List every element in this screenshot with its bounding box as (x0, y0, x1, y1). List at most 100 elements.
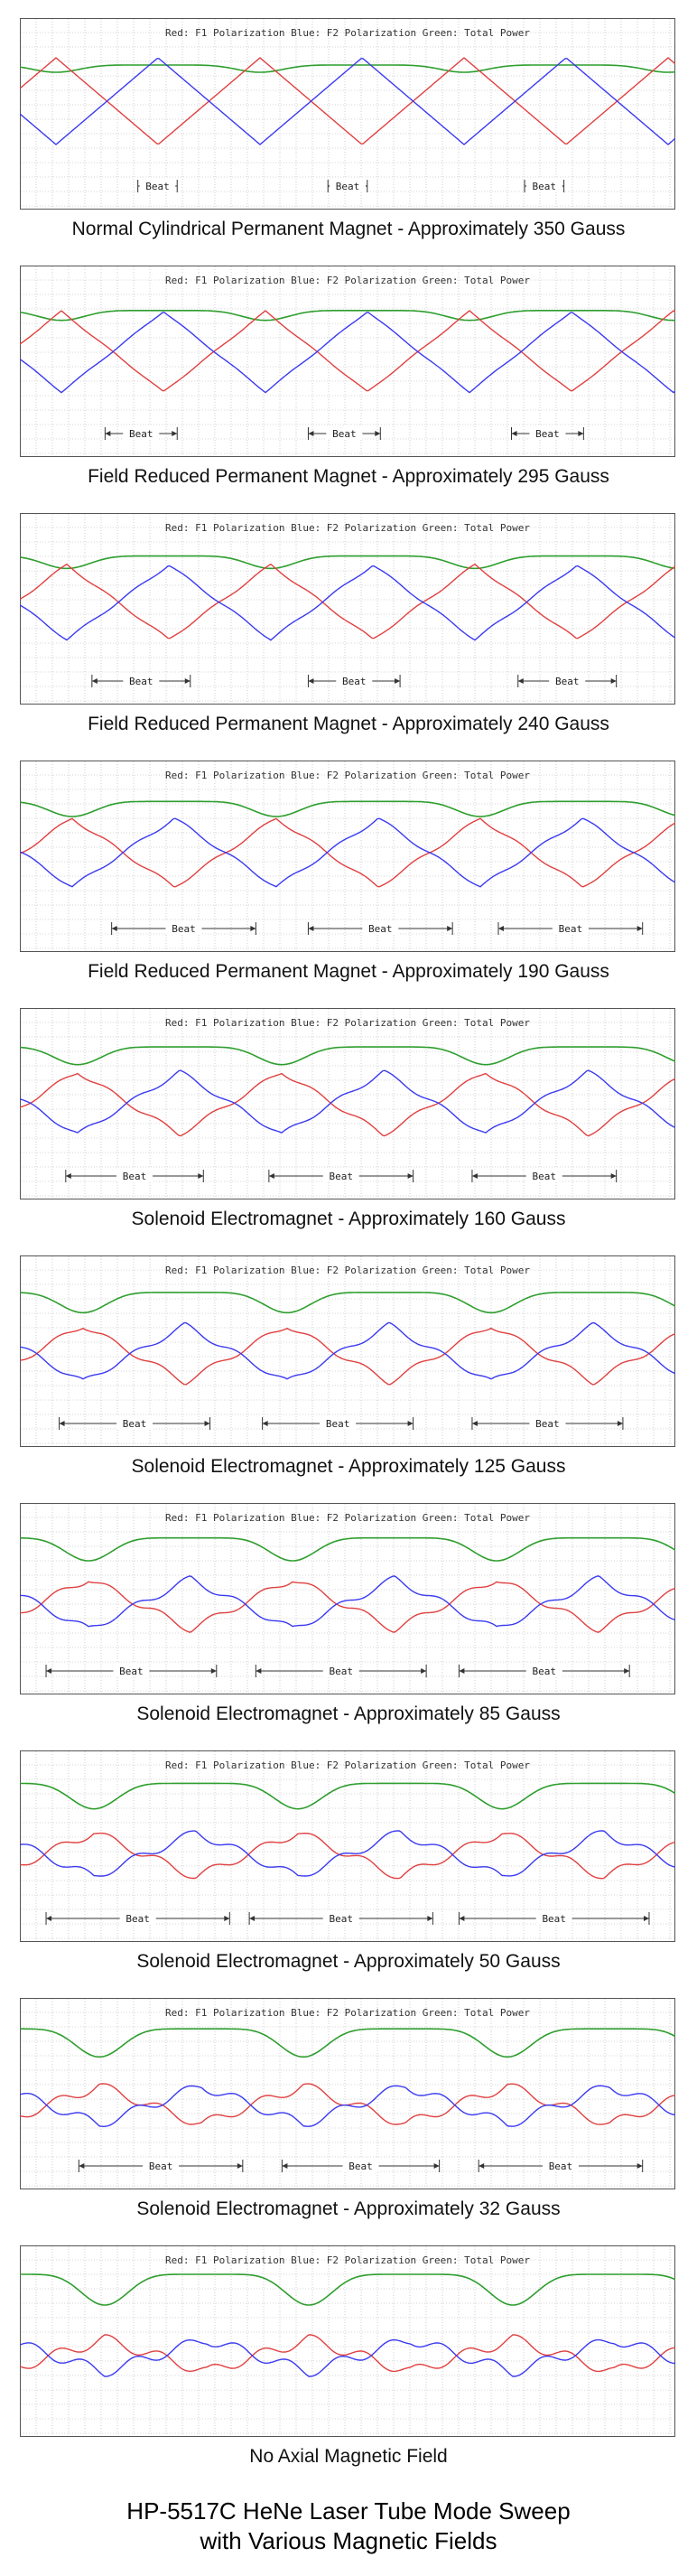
series-f2-line (20, 817, 675, 888)
series-total-power-line (20, 2028, 675, 2058)
plot-frame (20, 266, 675, 457)
beat-label: Beat (329, 1666, 353, 1677)
beat-marker: Beat (137, 179, 178, 192)
series-f2-line (20, 1830, 675, 1877)
beat-marker: Beat (248, 1911, 433, 1925)
beat-marker: Beat (307, 426, 381, 440)
beat-marker: Beat (471, 1169, 618, 1182)
series-f2-line (20, 312, 675, 394)
grid (21, 1999, 674, 2189)
plot-frame (20, 1255, 675, 1447)
beat-marker: Beat (45, 1664, 218, 1677)
beat-marker: Beat (262, 1416, 414, 1430)
plot-frame (20, 1008, 675, 1199)
series-f2-line (20, 1575, 675, 1628)
series-total-power-line (20, 555, 675, 570)
beat-marker: Beat (307, 674, 401, 687)
beat-marker: Beat (458, 1664, 630, 1677)
beat-label: Beat (336, 181, 360, 192)
beat-marker: Beat (307, 921, 453, 935)
panel-caption: Solenoid Electromagnet - Approximately 1… (131, 1209, 566, 1229)
legend-text: Red: F1 Polarization Blue: F2 Polarizati… (165, 27, 530, 39)
series-f2-line (20, 1321, 675, 1380)
beat-marker: Beat (511, 426, 584, 440)
beat-marker: Beat (78, 2159, 244, 2172)
plot-frame (20, 761, 675, 952)
beat-marker: Beat (281, 2159, 441, 2172)
beat-label: Beat (332, 428, 357, 440)
plot-frame (20, 2245, 675, 2437)
plot-area: Red: F1 Polarization Blue: F2 Polarizati… (20, 1750, 675, 1942)
beat-label: Beat (542, 1913, 566, 1925)
panel-caption: Solenoid Electromagnet - Approximately 8… (136, 1703, 561, 1724)
beat-label: Beat (549, 2161, 573, 2172)
beat-label: Beat (123, 1171, 147, 1182)
series-f1-line (20, 57, 675, 145)
legend-text: Red: F1 Polarization Blue: F2 Polarizati… (165, 275, 530, 286)
beat-label: Beat (368, 923, 393, 935)
title-line-2: with Various Magnetic Fields (200, 2527, 497, 2554)
series-f2-line (20, 2085, 675, 2128)
series-total-power-line (20, 1782, 675, 1810)
legend-text: Red: F1 Polarization Blue: F2 Polarizati… (165, 522, 530, 534)
beat-marker: Beat (517, 674, 618, 687)
panel-caption: Field Reduced Permanent Magnet - Approxi… (88, 961, 609, 982)
beat-label: Beat (342, 676, 367, 687)
series-f1-line (20, 1832, 675, 1880)
series-f1-line (20, 817, 675, 888)
beat-label: Beat (559, 923, 583, 935)
plot-frame (20, 18, 675, 210)
beat-marker: Beat (111, 921, 256, 935)
beat-marker: Beat (255, 1664, 427, 1677)
beat-marker: Beat (59, 1416, 211, 1430)
plot-area: Red: F1 Polarization Blue: F2 Polarizati… (20, 1008, 675, 1199)
grid (21, 1256, 674, 1446)
beat-marker: Beat (91, 674, 191, 687)
legend-text: Red: F1 Polarization Blue: F2 Polarizati… (165, 1265, 530, 1276)
grid (21, 19, 674, 209)
legend-text: Red: F1 Polarization Blue: F2 Polarizati… (165, 1512, 530, 1524)
panel-caption: Normal Cylindrical Permanent Magnet - Ap… (71, 219, 626, 239)
beat-marker: Beat (268, 1169, 414, 1182)
series-total-power-line (20, 1046, 675, 1066)
beat-label: Beat (119, 1666, 144, 1677)
legend-text: Red: F1 Polarization Blue: F2 Polarizati… (165, 770, 530, 781)
series-f2-line (20, 1069, 675, 1134)
panel-caption: Solenoid Electromagnet - Approximately 3… (136, 2198, 561, 2219)
grid (21, 514, 674, 704)
beat-marker: Beat (524, 179, 565, 192)
series-total-power-line (20, 800, 675, 817)
plot-area: Red: F1 Polarization Blue: F2 Polarizati… (20, 761, 675, 952)
beat-label: Beat (123, 1418, 147, 1430)
panel-caption: Field Reduced Permanent Magnet - Approxi… (88, 714, 609, 734)
plot-area: Red: F1 Polarization Blue: F2 Polarizati… (20, 1998, 675, 2189)
beat-marker: Beat (327, 179, 368, 192)
plot-area: Red: F1 Polarization Blue: F2 Polarizati… (20, 1255, 675, 1447)
beat-marker: Beat (45, 1911, 230, 1925)
beat-label: Beat (172, 923, 196, 935)
series-f1-line (20, 2334, 675, 2373)
legend-text: Red: F1 Polarization Blue: F2 Polarizati… (165, 2007, 530, 2019)
beat-marker: Beat (497, 921, 644, 935)
plot-frame (20, 1750, 675, 1942)
beat-label: Beat (555, 676, 580, 687)
plot-area: Red: F1 Polarization Blue: F2 Polarizati… (20, 513, 675, 705)
grid (21, 1504, 674, 1694)
legend-text: Red: F1 Polarization Blue: F2 Polarizati… (165, 2254, 530, 2266)
beat-marker: Beat (104, 426, 178, 440)
beat-label: Beat (535, 1418, 560, 1430)
series-f1-line (20, 1072, 675, 1137)
beat-marker: Beat (65, 1169, 204, 1182)
beat-label: Beat (329, 1171, 353, 1182)
panel-caption: Field Reduced Permanent Magnet - Approxi… (88, 466, 609, 487)
beat-label: Beat (145, 181, 170, 192)
series-total-power-line (20, 2273, 675, 2306)
series-f1-line (20, 1327, 675, 1386)
title-line-1: HP-5517C HeNe Laser Tube Mode Sweep (126, 2497, 571, 2525)
legend-text: Red: F1 Polarization Blue: F2 Polarizati… (165, 1759, 530, 1771)
grid (21, 761, 674, 951)
beat-label: Beat (125, 1913, 150, 1925)
beat-label: Beat (129, 676, 153, 687)
beat-label: Beat (348, 2161, 373, 2172)
plot-area: Red: F1 Polarization Blue: F2 Polarizati… (20, 266, 675, 457)
